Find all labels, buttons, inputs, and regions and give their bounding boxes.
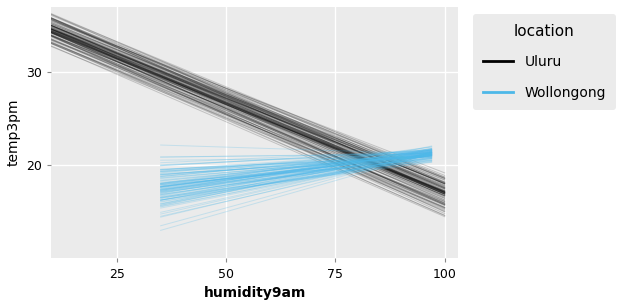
X-axis label: humidity9am: humidity9am [203,286,306,300]
Y-axis label: temp3pm: temp3pm [7,99,21,166]
Legend: Uluru, Wollongong: Uluru, Wollongong [473,14,615,110]
